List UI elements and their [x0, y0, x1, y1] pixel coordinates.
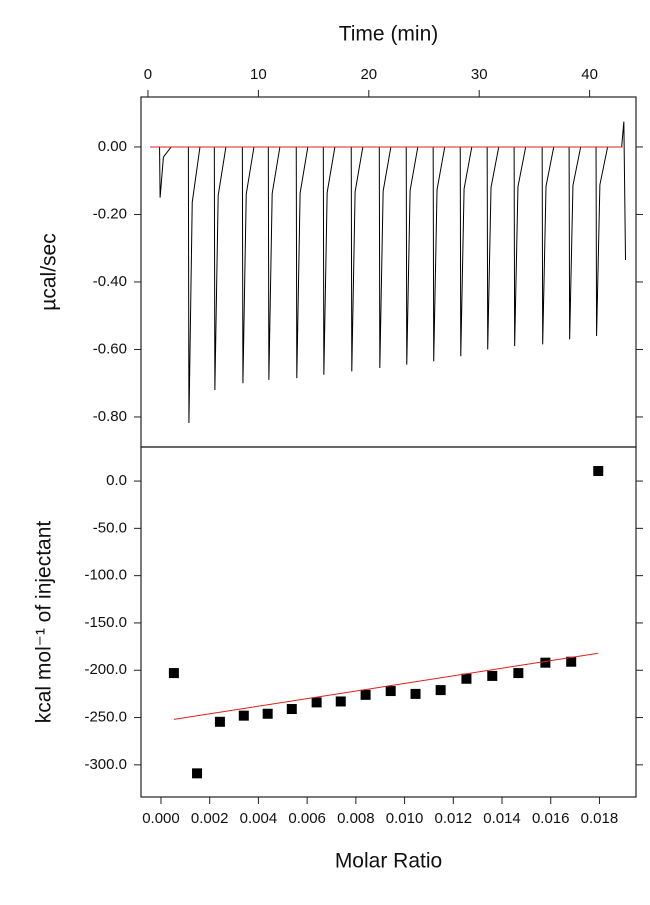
y-tick-label: 0.00: [98, 138, 127, 155]
x-tick-label: 0.016: [532, 810, 570, 827]
data-point: [487, 670, 498, 681]
data-point: [238, 710, 249, 721]
data-line: [173, 652, 599, 720]
y-axis-title: µcal/sec: [38, 233, 61, 310]
data-point: [385, 686, 396, 697]
data-point: [513, 668, 524, 679]
y-axis-title: kcal mol⁻¹ of injectant: [33, 521, 56, 724]
data-point: [192, 768, 203, 779]
x-tick-label: 0.004: [240, 810, 278, 827]
x-axis-title: Time (min): [339, 23, 439, 46]
x-tick-label: 20: [360, 66, 377, 83]
x-tick-label: 0.018: [581, 810, 619, 827]
x-tick-label: 0.008: [337, 810, 375, 827]
x-tick-label: 0.010: [386, 810, 424, 827]
data-point: [410, 688, 421, 699]
x-tick-label: 0.012: [435, 810, 473, 827]
x-tick-label: 10: [250, 66, 267, 83]
data-point: [593, 466, 604, 477]
data-point: [168, 668, 179, 679]
x-tick-label: 0.002: [191, 810, 229, 827]
x-tick-label: 0: [144, 66, 152, 83]
x-tick-label: 0.000: [142, 810, 180, 827]
y-tick-label: -0.20: [93, 205, 127, 222]
data-line: [150, 121, 627, 424]
y-tick-label: -250.0: [84, 709, 127, 726]
x-tick-label: 30: [471, 66, 488, 83]
y-tick-label: -0.40: [93, 273, 127, 290]
data-point: [461, 673, 472, 684]
data-point: [262, 708, 273, 719]
data-point: [311, 697, 322, 708]
y-tick-label: -150.0: [84, 614, 127, 631]
y-tick-label: -300.0: [84, 756, 127, 773]
y-tick-label: -200.0: [84, 661, 127, 678]
x-tick-label: 40: [581, 66, 598, 83]
data-point: [335, 696, 346, 707]
y-tick-label: 0.0: [106, 472, 127, 489]
data-point: [566, 656, 577, 667]
x-axis-title: Molar Ratio: [335, 850, 442, 873]
y-tick-label: -0.60: [93, 340, 127, 357]
y-tick-label: -100.0: [84, 567, 127, 584]
y-tick-label: -0.80: [93, 408, 127, 425]
plot-frame: [140, 96, 637, 448]
y-tick-label: -50.0: [93, 519, 127, 536]
x-tick-label: 0.006: [288, 810, 326, 827]
data-point: [435, 685, 446, 696]
data-point: [360, 689, 371, 700]
plot-frame: [140, 446, 637, 798]
data-point: [286, 704, 297, 715]
x-tick-label: 0.014: [483, 810, 521, 827]
data-point: [540, 657, 551, 668]
data-point: [214, 716, 225, 727]
